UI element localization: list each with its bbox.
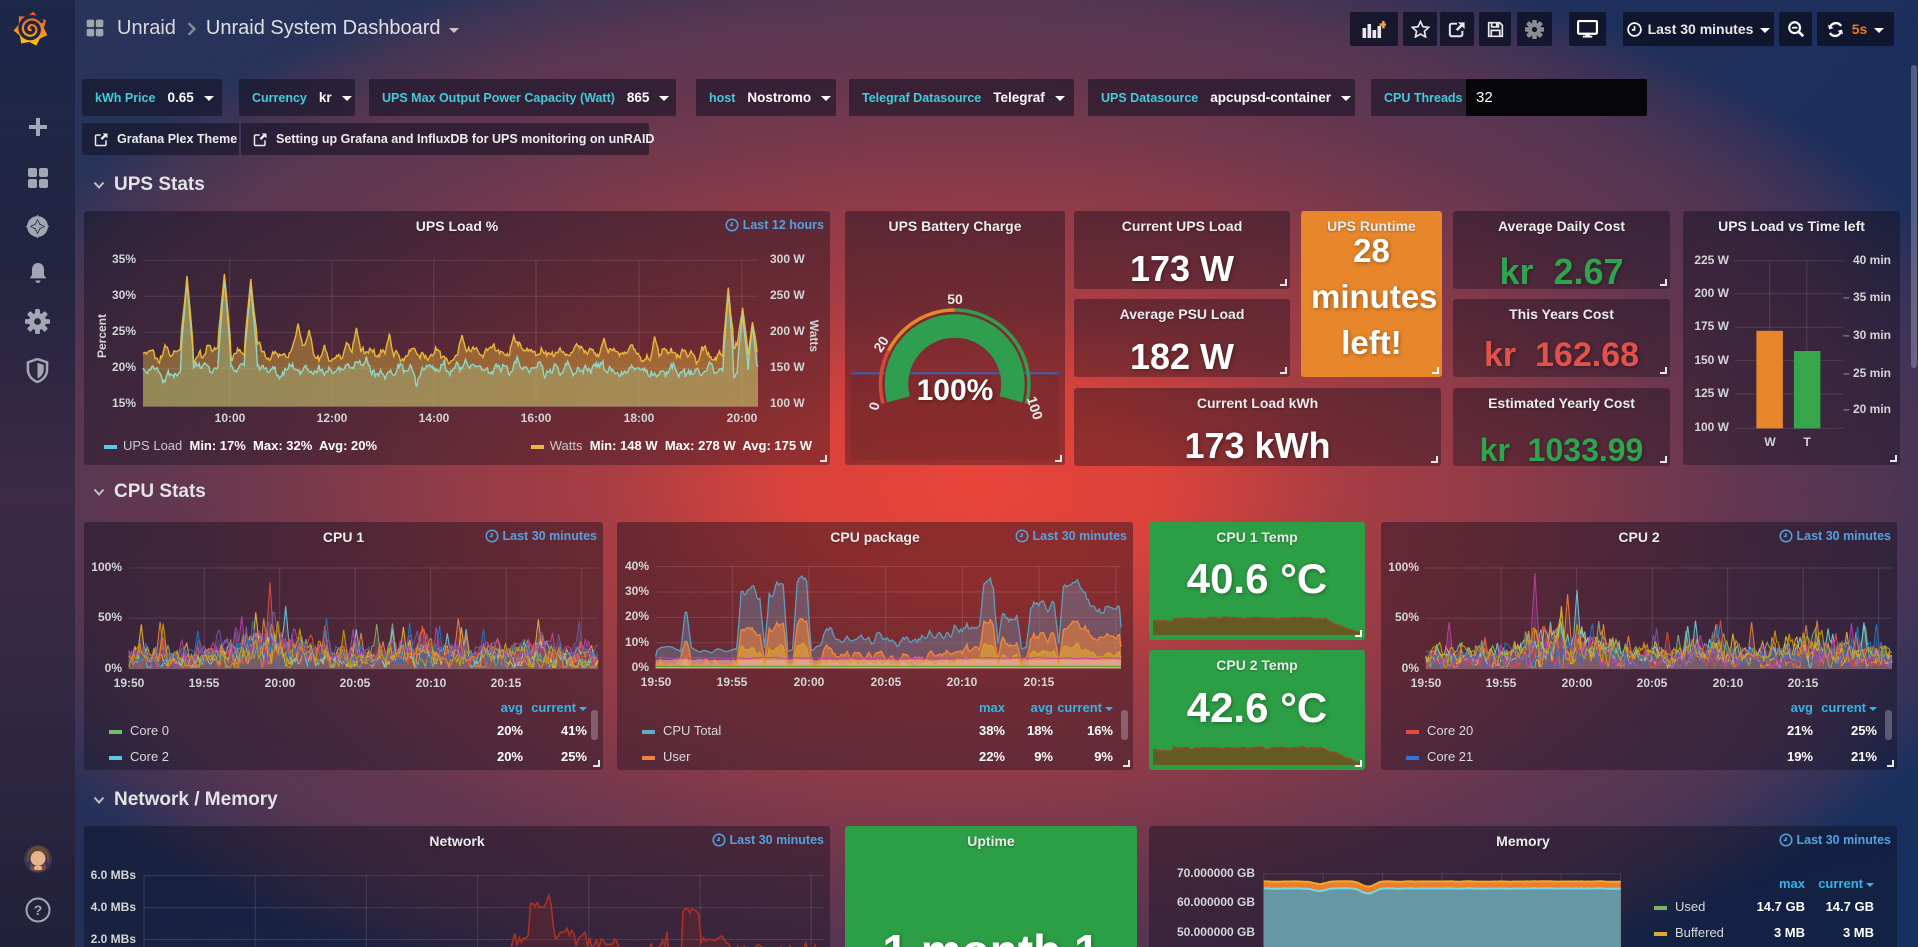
- svg-text:?: ?: [33, 902, 42, 918]
